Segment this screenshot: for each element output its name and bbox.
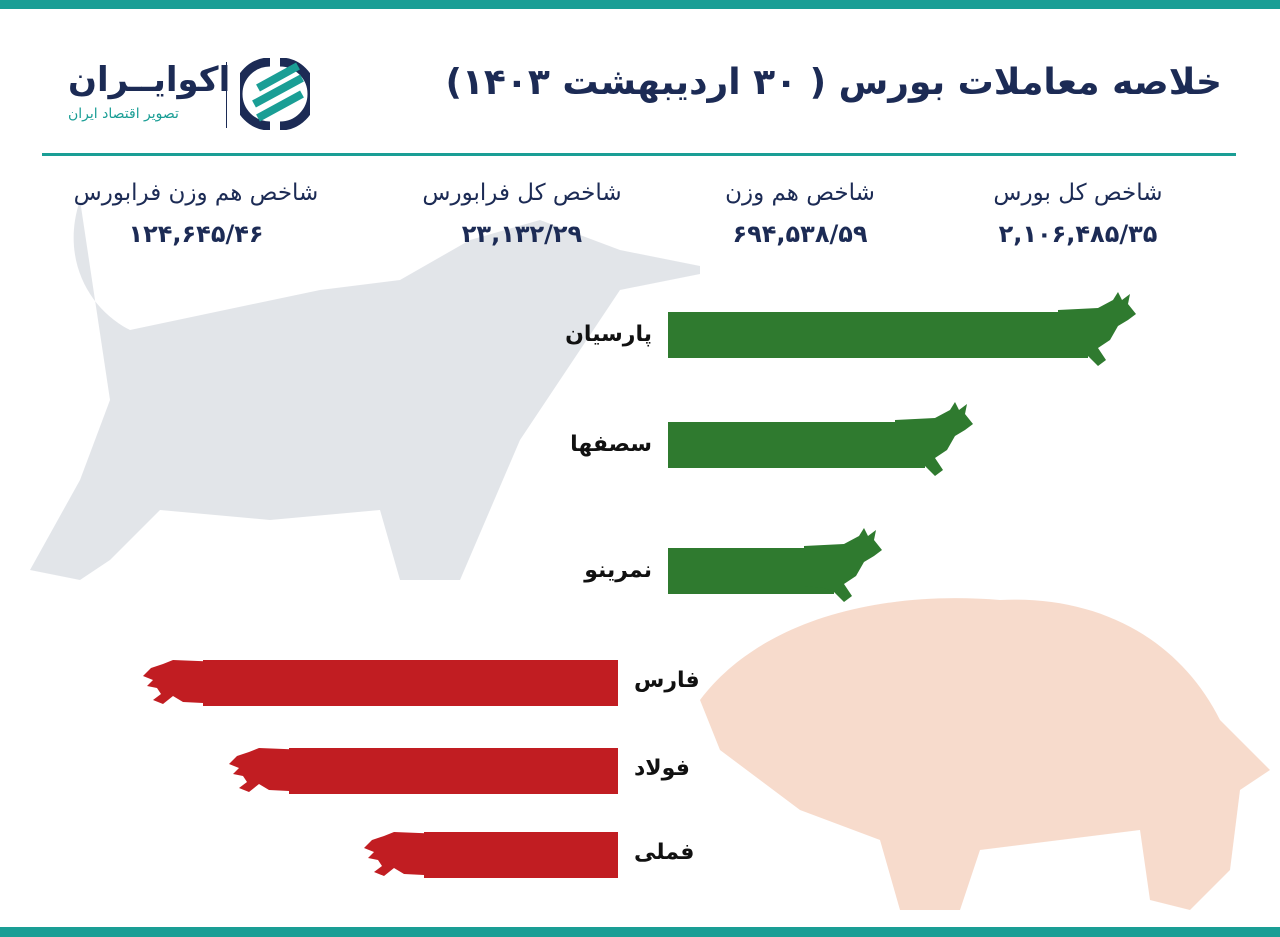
bar-label: سصفها bbox=[570, 432, 652, 457]
bar-positive bbox=[668, 422, 925, 468]
index-label: شاخص هم وزن bbox=[725, 180, 875, 206]
bar-label: نمرینو bbox=[584, 558, 652, 583]
logo-name: اکوایــران bbox=[68, 60, 231, 100]
bar-negative bbox=[423, 832, 618, 878]
index-label: شاخص کل فرابورس bbox=[422, 180, 622, 206]
bear-icon bbox=[229, 746, 310, 800]
index-total-farabourse: شاخص کل فرابورس ۲۳,۱۳۲/۲۹ bbox=[372, 180, 672, 248]
bull-icon bbox=[1058, 290, 1138, 374]
logo: اکوایــران تصویر اقتصاد ایران bbox=[60, 58, 320, 133]
logo-separator bbox=[226, 62, 227, 128]
index-value: ۲۳,۱۳۲/۲۹ bbox=[461, 220, 583, 248]
bottom-accent-bar bbox=[0, 927, 1280, 937]
bar-label: فولاد bbox=[634, 756, 690, 781]
bear-icon bbox=[363, 830, 444, 884]
bar-positive bbox=[668, 312, 1088, 358]
bull-background-illustration bbox=[30, 200, 700, 580]
index-label: شاخص هم وزن فرابورس bbox=[73, 180, 319, 206]
bear-icon bbox=[142, 658, 223, 712]
bar-negative bbox=[289, 748, 618, 794]
bear-background-illustration bbox=[700, 598, 1270, 910]
bull-icon bbox=[894, 400, 975, 484]
index-value: ۲,۱۰۶,۴۸۵/۳۵ bbox=[998, 220, 1158, 248]
bar-label: فملی bbox=[634, 840, 695, 865]
page-title: خلاصه معاملات بورس ( ۳۰ اردیبهشت ۱۴۰۳) bbox=[445, 62, 1222, 103]
index-total-bourse: شاخص کل بورس ۲,۱۰۶,۴۸۵/۳۵ bbox=[928, 180, 1228, 248]
header-divider bbox=[42, 153, 1236, 156]
bull-icon bbox=[803, 526, 884, 610]
top-accent-bar bbox=[0, 0, 1280, 9]
bar-negative bbox=[202, 660, 618, 706]
bar-label: فارس bbox=[634, 668, 700, 693]
bar-label: پارسیان bbox=[565, 322, 652, 347]
index-value: ۱۲۴,۶۴۵/۴۶ bbox=[128, 220, 264, 248]
index-equal-weight-farabourse: شاخص هم وزن فرابورس ۱۲۴,۶۴۵/۴۶ bbox=[46, 180, 346, 248]
index-label: شاخص کل بورس bbox=[993, 180, 1163, 206]
logo-tagline: تصویر اقتصاد ایران bbox=[68, 106, 179, 122]
logo-mark-icon bbox=[240, 58, 310, 130]
index-value: ۶۹۴,۵۳۸/۵۹ bbox=[732, 220, 868, 248]
index-equal-weight: شاخص هم وزن ۶۹۴,۵۳۸/۵۹ bbox=[650, 180, 950, 248]
